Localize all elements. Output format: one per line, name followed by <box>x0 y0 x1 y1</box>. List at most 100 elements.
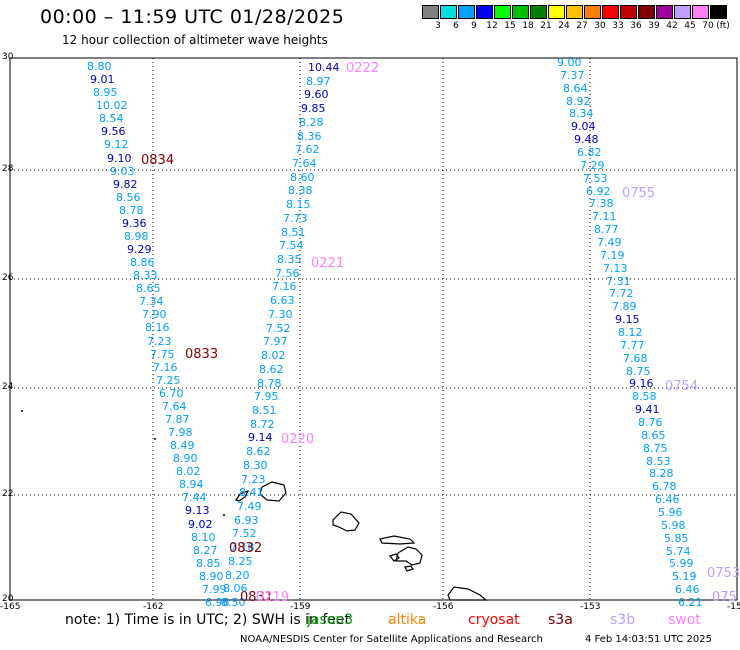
pass-time-label: 0834 <box>141 153 175 168</box>
wave-height-value: 9.03 <box>110 165 135 178</box>
wave-height-value: 6.78 <box>652 480 677 493</box>
wave-height-value: 9.13 <box>185 504 210 517</box>
credit-line: NOAA/NESDIS Center for Satellite Applica… <box>240 634 543 645</box>
wave-height-value: 7.29 <box>580 159 605 172</box>
wave-height-value: 8.75 <box>626 365 651 378</box>
wave-height-value: 7.72 <box>609 287 634 300</box>
wave-height-value: 5.74 <box>666 545 691 558</box>
pass-time-label: 0833 <box>185 347 219 362</box>
wave-height-value: 7.73 <box>283 212 308 225</box>
wave-height-value: 8.75 <box>643 442 668 455</box>
wave-height-value: 8.54 <box>99 112 124 125</box>
island-oahu <box>332 511 360 532</box>
wave-height-value: 8.62 <box>246 445 271 458</box>
wave-height-value: 8.20 <box>225 569 250 582</box>
legend-label: 70 <box>702 21 714 31</box>
legend-label: 15 <box>504 21 516 31</box>
wave-height-value: 8.51 <box>281 226 306 239</box>
wave-height-value: 7.77 <box>620 339 645 352</box>
pass-time-label: 0220 <box>281 432 315 447</box>
wave-height-value: 7.97 <box>263 335 288 348</box>
legend-swatch <box>656 5 673 19</box>
legend-swatch <box>458 5 475 19</box>
wave-height-value: 8.94 <box>179 478 204 491</box>
wave-height-value: 8.90 <box>173 452 198 465</box>
wave-height-value: 9.16 <box>629 377 654 390</box>
satellite-legend-item: s3b <box>610 612 636 628</box>
map-frame <box>9 57 738 601</box>
wave-height-value: 6.63 <box>270 294 295 307</box>
wave-height-value: 8.85 <box>196 557 221 570</box>
wave-height-value: 8.38 <box>288 184 313 197</box>
legend-swatch <box>548 5 565 19</box>
legend-swatch <box>584 5 601 19</box>
wave-height-value: 8.30 <box>243 459 268 472</box>
map-title: 00:00 – 11:59 UTC 01/28/2025 <box>40 6 345 28</box>
wave-height-value: 8.60 <box>290 171 315 184</box>
legend-label: 39 <box>648 21 660 31</box>
wave-height-value: 7.54 <box>279 239 304 252</box>
legend-swatch <box>476 5 493 19</box>
longitude-label: -159 <box>290 602 311 612</box>
longitude-label: -15 <box>727 602 740 612</box>
wave-height-value: 8.36 <box>297 130 322 143</box>
wave-height-value: 7.18 <box>230 541 255 554</box>
wave-height-value: 8.97 <box>306 75 331 88</box>
wave-height-value: 7.38 <box>589 197 614 210</box>
generated-timestamp: 4 Feb 14:03:51 UTC 2025 <box>585 634 712 645</box>
wave-height-value: 8.34 <box>569 107 594 120</box>
legend-swatch <box>530 5 547 19</box>
legend-label: 42 <box>666 21 678 31</box>
legend-swatch <box>638 5 655 19</box>
wave-height-value: 8.80 <box>87 60 112 73</box>
latitude-label: 26 <box>2 273 14 283</box>
wave-height-value: 7.52 <box>266 322 291 335</box>
wave-height-value: 7.98 <box>168 426 193 439</box>
island-molokai <box>379 535 416 545</box>
latitude-label: 20 <box>2 594 14 604</box>
wave-height-value: 8.53 <box>646 455 671 468</box>
satellite-legend-item: s3a <box>548 612 573 628</box>
wave-height-value: 8.28 <box>649 467 674 480</box>
wave-height-value: 7.52 <box>232 527 257 540</box>
wave-height-value: 6.46 <box>675 583 700 596</box>
wave-height-value: 6.96 <box>205 596 230 609</box>
wave-height-value: 8.51 <box>252 404 277 417</box>
legend-label: 18 <box>522 21 534 31</box>
pass-time-label: 0753 <box>707 566 740 581</box>
wave-height-value: 7.56 <box>275 267 300 280</box>
wave-height-value: 7.75 <box>150 348 175 361</box>
wave-height-value: 7.62 <box>295 143 320 156</box>
pass-time-label: 0831 <box>240 590 274 605</box>
wave-height-value: 6.70 <box>159 387 184 400</box>
wave-height-value: 6.93 <box>234 514 259 527</box>
wave-height-value: 7.64 <box>292 157 317 170</box>
wave-height-value: 8.76 <box>638 416 663 429</box>
wave-height-value: 8.12 <box>618 326 643 339</box>
wave-height-value: 8.41 <box>239 486 264 499</box>
legend-swatch <box>422 5 439 19</box>
island-lanai <box>388 553 400 562</box>
longitude-label: -156 <box>433 602 454 612</box>
satellite-legend-item: jason3 <box>307 612 354 628</box>
pass-time-label: 0832 <box>229 541 263 556</box>
wave-height-value: 7.37 <box>560 69 585 82</box>
satellite-legend-item: swot <box>668 612 701 628</box>
pass-time-label: 0755 <box>622 186 656 201</box>
wave-height-value: 8.27 <box>193 544 218 557</box>
island-hawaii <box>447 586 488 601</box>
pass-time-label: 0222 <box>346 61 380 76</box>
wave-height-value: 8.77 <box>594 223 619 236</box>
legend-swatch <box>710 5 727 19</box>
wave-height-value: 8.33 <box>133 269 158 282</box>
longitude-label: -162 <box>143 602 164 612</box>
dot-marker <box>154 438 156 440</box>
wave-height-value: 9.29 <box>127 243 152 256</box>
wave-height-value: 7.44 <box>182 491 207 504</box>
wave-height-value: 7.49 <box>597 236 622 249</box>
dot-marker <box>21 410 23 412</box>
wave-height-value: 9.12 <box>104 138 129 151</box>
wave-height-value: 5.85 <box>664 532 689 545</box>
